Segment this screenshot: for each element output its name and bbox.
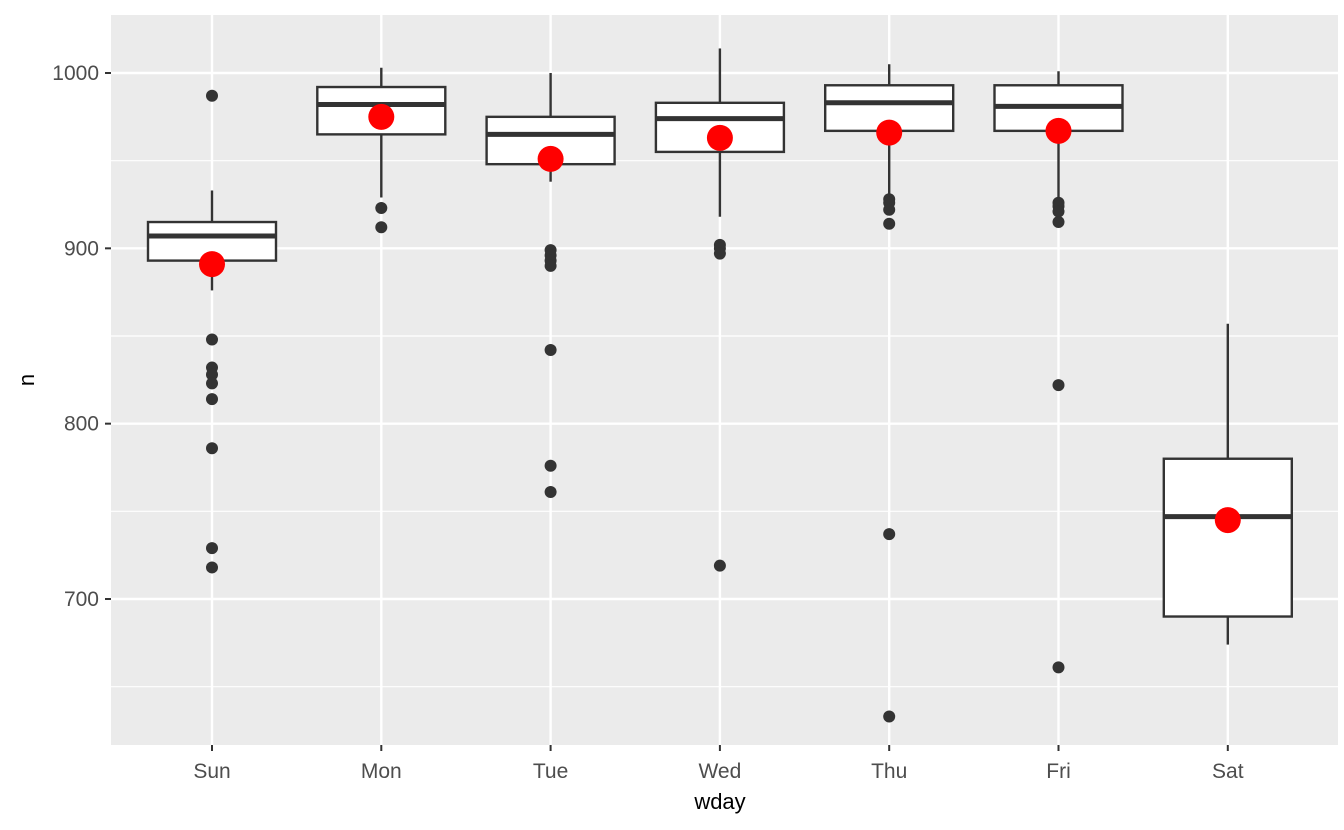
boxplots <box>146 48 1294 723</box>
y-tick-label: 1000 <box>52 62 99 85</box>
outlier-point <box>883 203 896 216</box>
outlier-point <box>1052 379 1065 392</box>
mean-point <box>1214 507 1241 534</box>
mean-point <box>537 145 564 172</box>
outlier-point <box>206 561 218 574</box>
y-tick-label: 900 <box>64 237 99 260</box>
mean-point <box>199 251 225 278</box>
y-tick-label: 800 <box>64 413 99 436</box>
mean-point <box>368 103 395 130</box>
boxplot-wed <box>654 48 786 572</box>
boxplot-fri <box>993 71 1124 674</box>
outlier-point <box>1052 661 1065 674</box>
y-tick-label: 700 <box>64 588 99 611</box>
outlier-point <box>375 221 388 234</box>
outlier-point <box>206 368 218 381</box>
outlier-point <box>544 259 557 272</box>
x-tick-label: Mon <box>361 760 402 783</box>
x-axis: Sun Mon Tue Wed Thu Fri Sat <box>193 745 1244 783</box>
outlier-point <box>206 393 218 406</box>
boxplot-tue <box>485 73 616 499</box>
mean-point <box>1045 117 1072 144</box>
outlier-point <box>1052 205 1065 218</box>
minor-gridlines <box>111 160 1338 688</box>
mean-point <box>876 119 903 146</box>
outlier-point <box>883 217 896 230</box>
outlier-point <box>375 202 388 215</box>
outlier-point <box>206 377 218 390</box>
x-axis-title: wday <box>693 789 745 814</box>
x-tick-label: Tue <box>533 760 568 783</box>
outlier-point <box>713 247 726 260</box>
outlier-point <box>206 333 218 346</box>
boxplot-mon <box>316 67 447 234</box>
box <box>1162 457 1294 618</box>
outlier-point <box>883 528 896 541</box>
outlier-point <box>544 459 557 472</box>
boxplot-sun <box>146 89 278 574</box>
outlier-point <box>206 89 218 102</box>
x-tick-label: Wed <box>698 760 741 783</box>
mean-point <box>706 124 733 151</box>
x-tick-label: Fri <box>1046 760 1071 783</box>
outlier-point <box>544 344 557 357</box>
outlier-point <box>544 486 557 499</box>
y-axis: 700 800 900 1000 <box>52 62 111 611</box>
outlier-point <box>206 442 218 455</box>
outlier-point <box>1052 216 1065 229</box>
x-tick-label: Sun <box>193 760 230 783</box>
x-tick-label: Thu <box>871 760 907 783</box>
boxplot-sat <box>1162 323 1294 645</box>
outlier-point <box>713 559 726 572</box>
outlier-point <box>206 542 218 555</box>
x-tick-label: Sat <box>1212 760 1244 783</box>
y-axis-title: n <box>14 374 39 386</box>
boxplot-thu <box>824 64 955 723</box>
outlier-point <box>883 710 896 723</box>
